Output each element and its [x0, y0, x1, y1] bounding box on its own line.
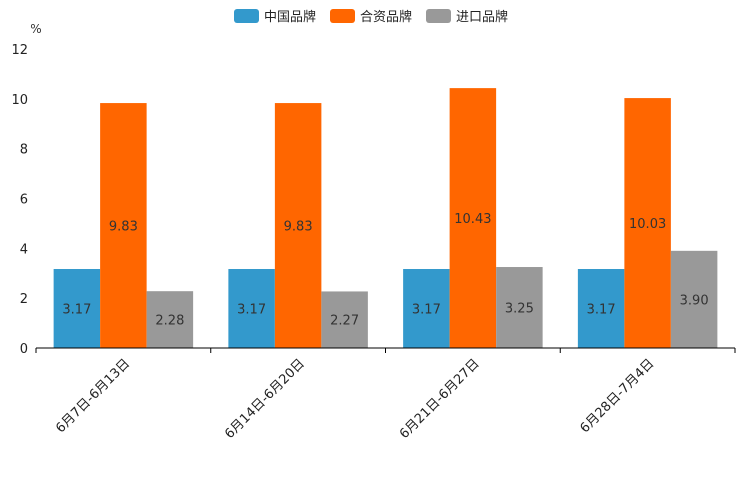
bars: 3.17 9.83 2.28 3.17 9.83 2.27 3.17 10.43 3.25 3.1…: [53, 88, 718, 348]
y-tick-label: 8: [20, 143, 28, 158]
bar-value-label: 3.17: [62, 303, 91, 318]
bar: [100, 103, 147, 348]
legend: 中国品牌 合资品牌 进口品牌: [234, 9, 508, 25]
bar-value-label: 3.17: [412, 303, 441, 318]
bar-value-label: 2.27: [330, 314, 359, 329]
bar-value-label: 10.03: [629, 217, 666, 232]
bar-value-label: 9.83: [109, 220, 138, 235]
bar: [53, 269, 101, 348]
bar: [449, 88, 497, 348]
y-tick-label: 6: [20, 193, 28, 208]
bar: [496, 267, 543, 348]
bar: [321, 291, 368, 348]
y-axis-unit-label: %: [30, 22, 41, 36]
x-axis: 6月7日-6月13日 6月14日-6月20日 6月21日-6月27日 6月28日-7月…: [35, 347, 736, 442]
legend-swatch: [234, 9, 259, 23]
legend-label: 中国品牌: [264, 9, 316, 25]
bar-value-label: 3.90: [680, 293, 709, 308]
bar: [146, 291, 194, 348]
bar: [670, 250, 718, 348]
bar: [228, 269, 275, 348]
bar-value-label: 2.28: [155, 314, 184, 329]
y-axis: 0 2 4 6 8 10 12: [11, 43, 28, 357]
x-tick-label: 6月28日-7月4日: [578, 356, 658, 436]
bar-value-label: 9.83: [284, 220, 313, 235]
bar-value-label: 3.25: [505, 302, 534, 317]
y-tick-label: 0: [20, 342, 28, 357]
x-tick-label: 6月7日-6月13日: [53, 356, 133, 436]
bar: [403, 269, 450, 348]
y-tick-label: 2: [20, 292, 28, 307]
y-tick-label: 4: [20, 242, 28, 257]
x-tick-label: 6月14日-6月20日: [222, 356, 308, 442]
legend-label: 进口品牌: [456, 9, 508, 25]
legend-swatch: [330, 9, 355, 23]
bar: [624, 98, 671, 348]
bar-value-label: 10.43: [454, 212, 491, 227]
bar-value-label: 3.17: [237, 303, 266, 318]
y-tick-label: 10: [11, 93, 28, 108]
legend-swatch: [426, 9, 451, 23]
bar: [274, 103, 322, 348]
bar: [577, 269, 625, 348]
bar-value-label: 3.17: [587, 303, 616, 318]
x-tick-label: 6月21日-6月27日: [397, 356, 483, 442]
legend-label: 合资品牌: [360, 9, 412, 25]
y-tick-label: 12: [11, 43, 28, 58]
